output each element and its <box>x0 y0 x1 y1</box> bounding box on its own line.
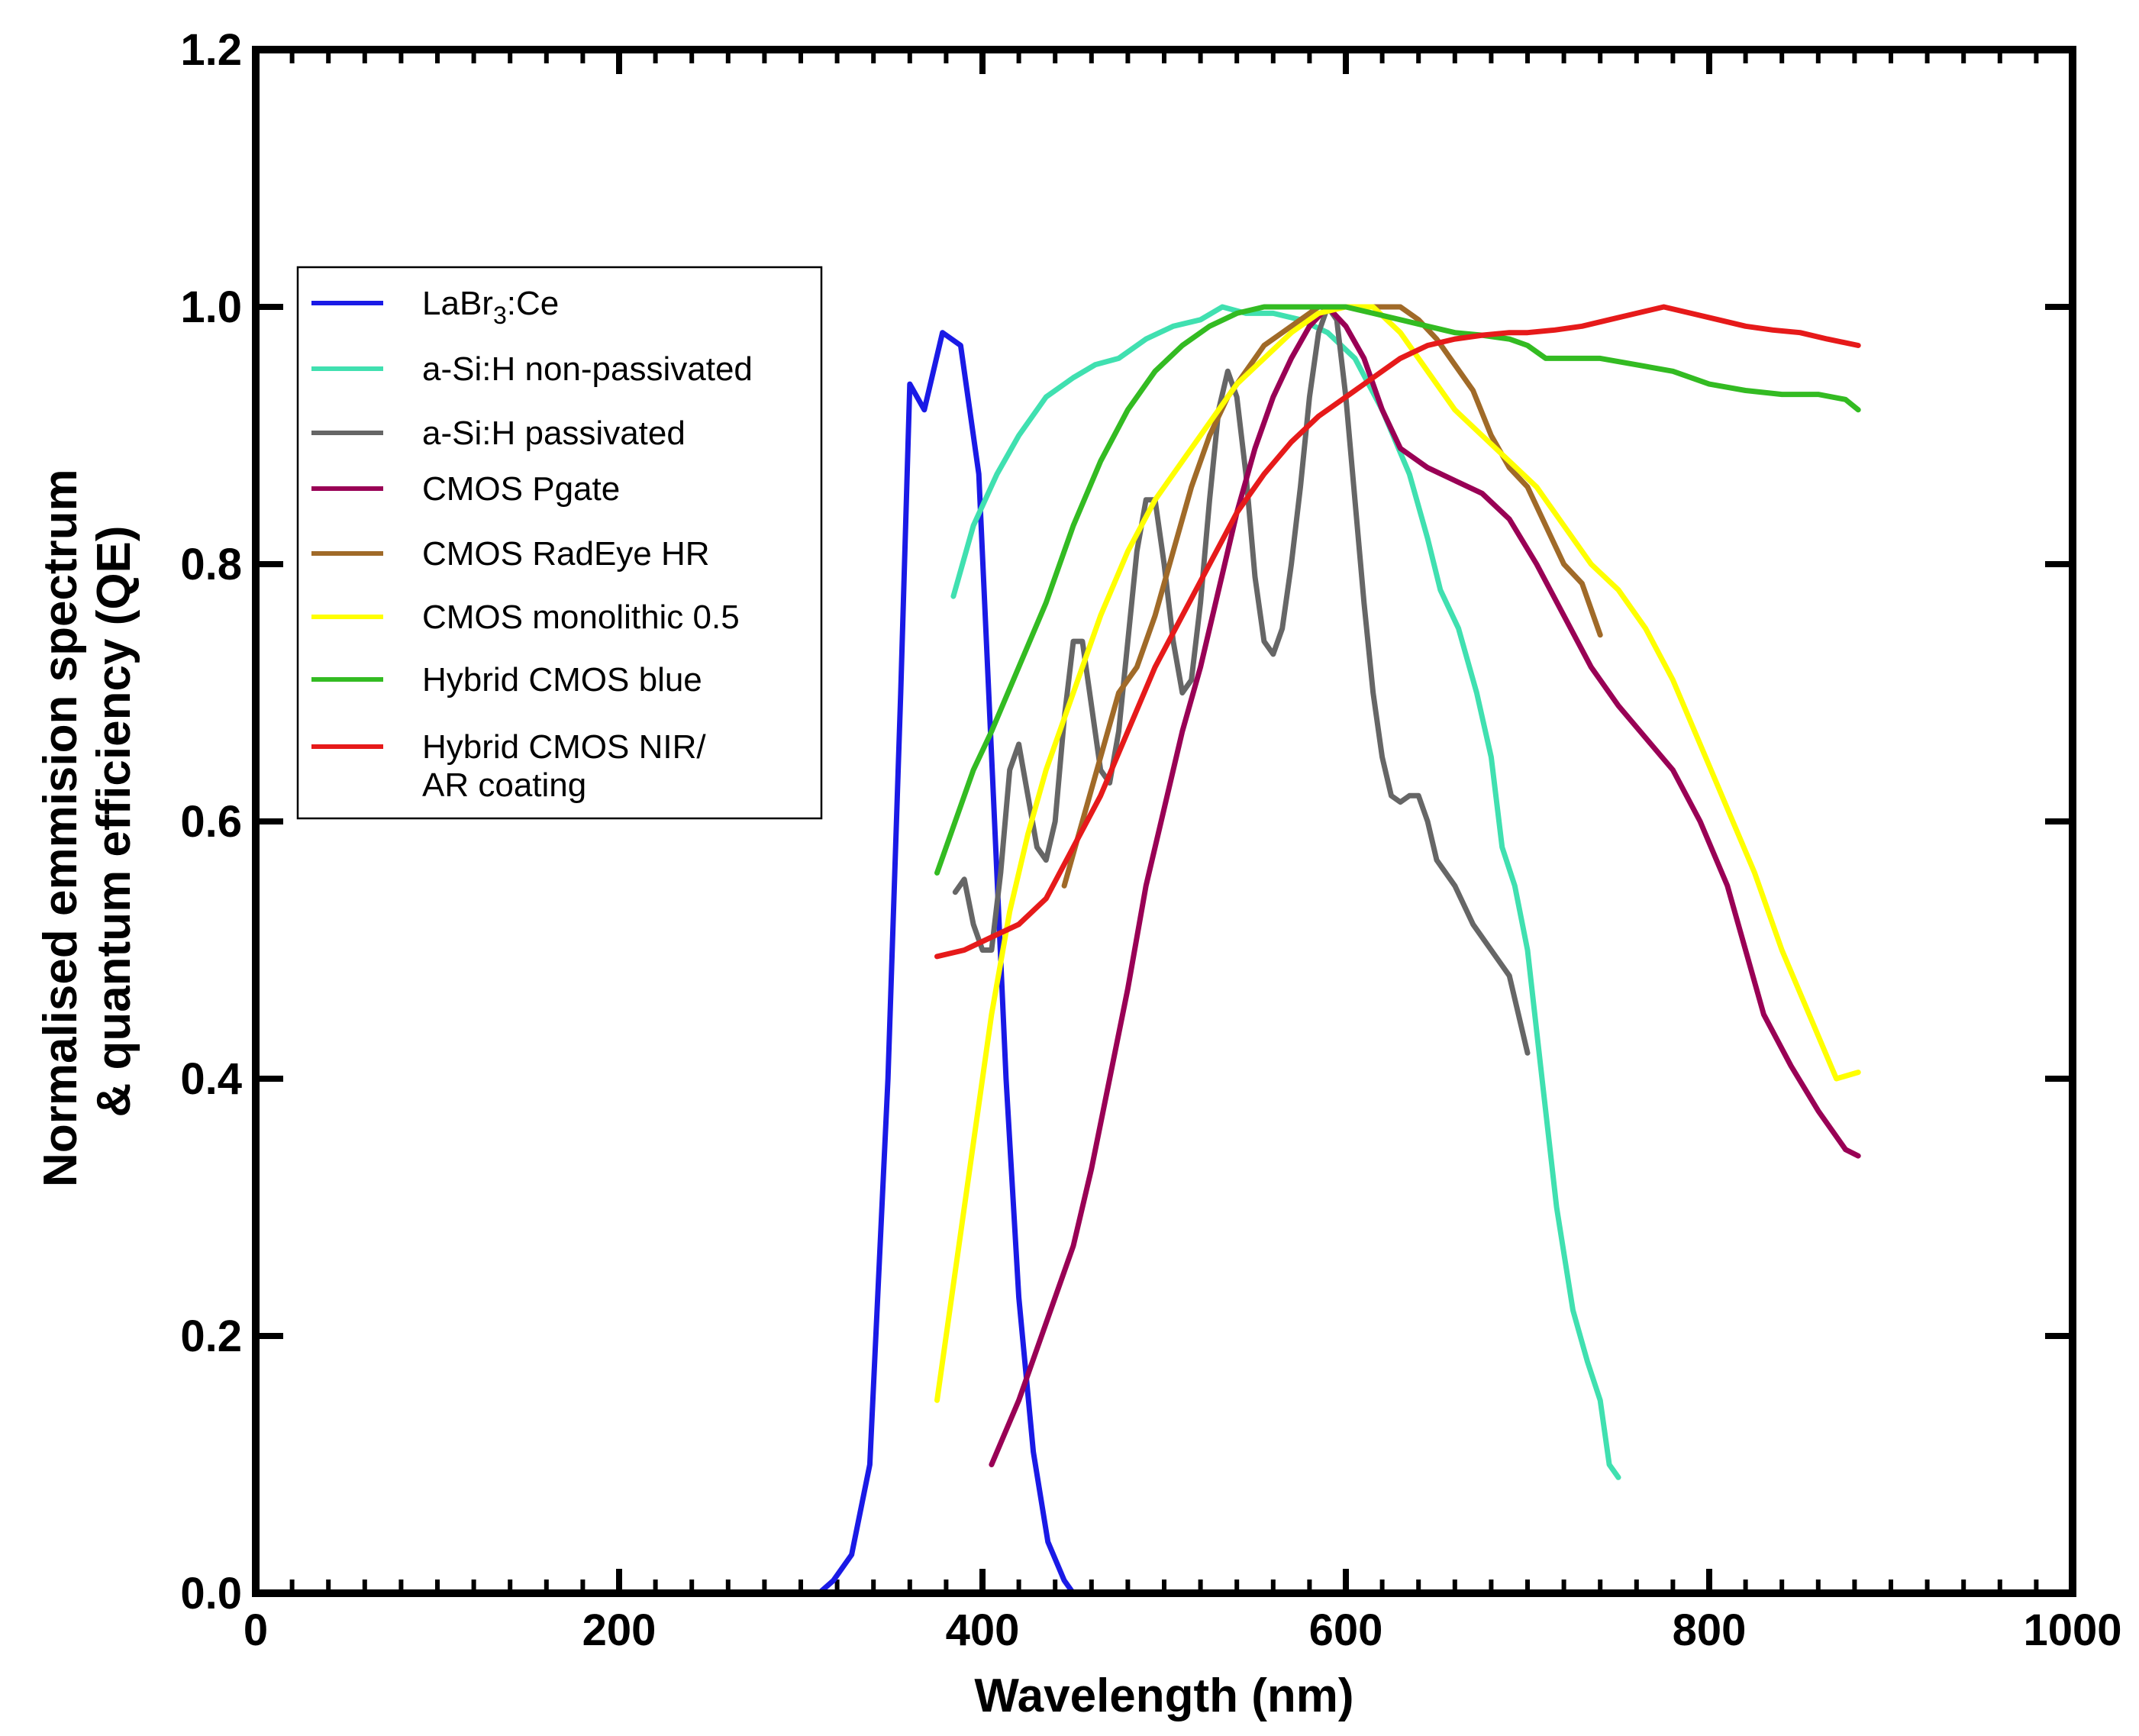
y-tick-label: 0.2 <box>180 1312 242 1361</box>
series-line-4 <box>989 304 1861 1467</box>
legend-label: CMOS Pgate <box>422 470 620 508</box>
legend-label: CMOS RadEye HR <box>422 535 710 573</box>
y-tick-label: 1.0 <box>180 282 242 332</box>
x-axis-title: Wavelength (nm) <box>974 1670 1353 1722</box>
legend-label: LaBr3:Ce <box>422 285 559 329</box>
legend-entry-7: Hybrid CMOS blue <box>311 661 702 699</box>
series-line-7 <box>934 304 1861 876</box>
legend-entry-5: CMOS RadEye HR <box>311 535 710 573</box>
series-line-1 <box>816 330 1076 1596</box>
series-line-6 <box>934 304 1861 1403</box>
legend-label: CMOS monolithic 0.5 <box>422 599 740 636</box>
legend: LaBr3:Ce a-Si:H non-passivated a-Si:H pass… <box>296 266 823 820</box>
series-line-8 <box>934 304 1861 960</box>
legend-label: a-Si:H non-passivated <box>422 350 753 388</box>
x-tick-label: 400 <box>946 1605 1020 1655</box>
x-tick-labels: 0 200 400 600 800 1000 <box>244 1605 2122 1655</box>
legend-entry-6: CMOS monolithic 0.5 <box>311 599 740 636</box>
legend-label: a-Si:H passivated <box>422 415 686 452</box>
y-tick-label: 0.8 <box>180 540 242 589</box>
y-tick-label: 0.0 <box>180 1569 242 1618</box>
legend-entry-2: a-Si:H non-passivated <box>311 350 753 388</box>
y-tick-label: 1.2 <box>180 25 242 75</box>
y-tick-labels: 0.0 0.2 0.4 0.6 0.8 1.0 1.2 <box>180 25 242 1618</box>
legend-box <box>296 266 823 820</box>
y-axis-title-line-1: Normalised emmision spectrum <box>34 469 87 1187</box>
y-tick-label: 0.6 <box>180 797 242 847</box>
x-tick-label: 0 <box>244 1605 268 1655</box>
legend-label-line-2: AR coating <box>422 766 586 804</box>
legend-entry-4: CMOS Pgate <box>311 470 620 508</box>
legend-entry-1: LaBr3:Ce <box>311 285 559 329</box>
x-tick-label: 800 <box>1673 1605 1747 1655</box>
legend-label-line-1: Hybrid CMOS NIR/ <box>422 728 706 766</box>
y-tick-label: 0.4 <box>180 1054 242 1104</box>
legend-entry-8: Hybrid CMOS NIR/AR coating <box>311 728 706 804</box>
data-series <box>816 304 1861 1596</box>
x-tick-label: 600 <box>1309 1605 1383 1655</box>
y-axis-title: Normalised emmision spectrum & quantum e… <box>34 456 140 1187</box>
legend-label: Hybrid CMOS blue <box>422 661 702 699</box>
y-axis-title-line-2: & quantum efficiency (QE) <box>88 525 140 1117</box>
legend-entry-3: a-Si:H passivated <box>311 415 686 452</box>
plot-frame <box>252 46 2076 1597</box>
x-tick-label: 1000 <box>2023 1605 2121 1655</box>
x-tick-label: 200 <box>582 1605 657 1655</box>
